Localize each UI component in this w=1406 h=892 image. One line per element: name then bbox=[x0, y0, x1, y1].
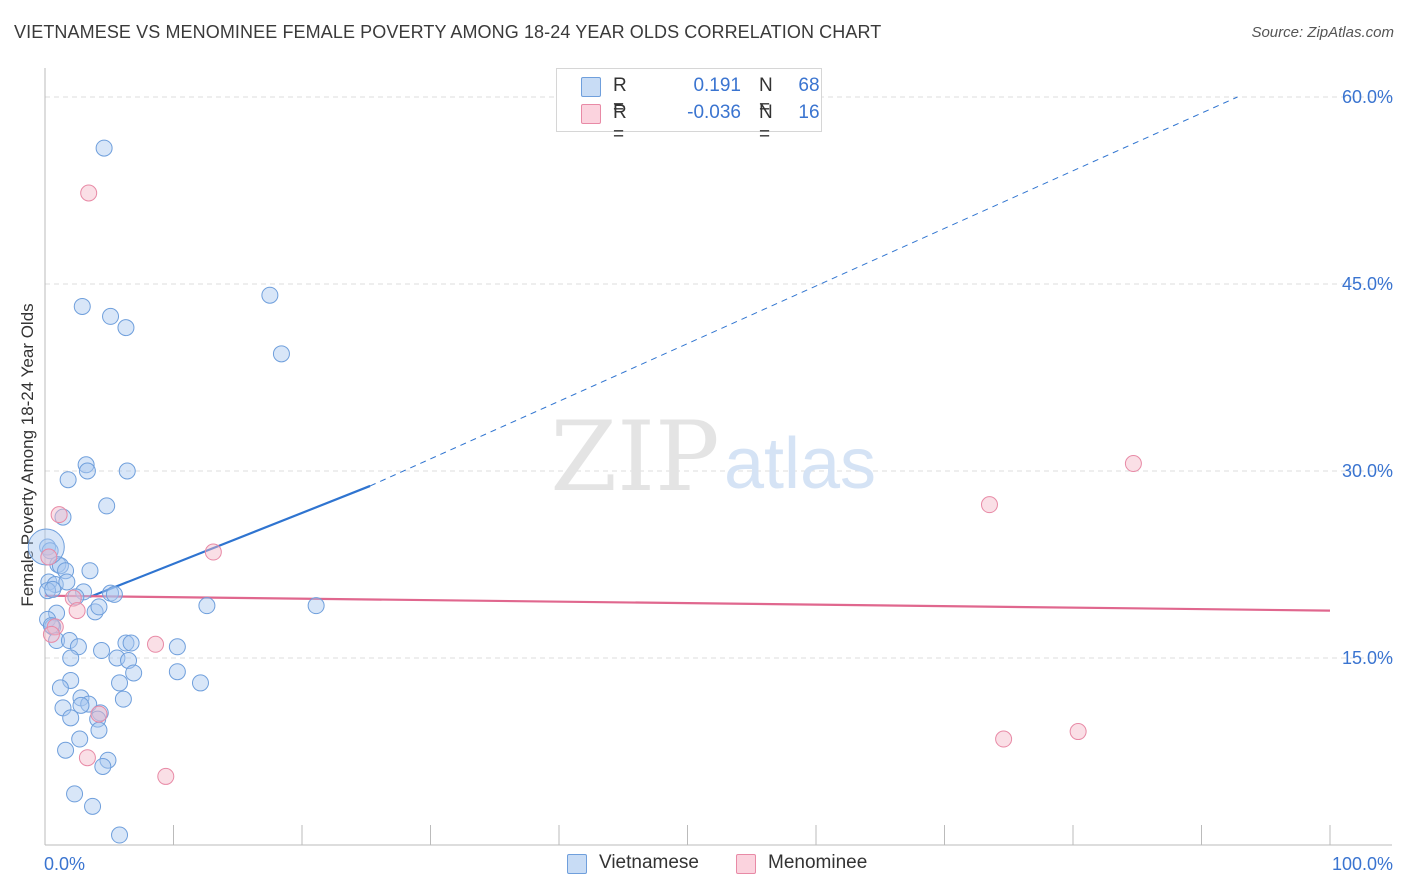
point-vietnamese bbox=[73, 297, 91, 315]
point-vietnamese bbox=[125, 664, 143, 682]
x-tick-label: 100.0% bbox=[1332, 854, 1393, 874]
point-menominee bbox=[42, 625, 60, 643]
point-vietnamese bbox=[105, 585, 123, 603]
point-vietnamese bbox=[59, 471, 77, 489]
point-vietnamese bbox=[307, 597, 325, 615]
axes bbox=[44, 68, 1392, 846]
point-vietnamese bbox=[84, 797, 102, 815]
point-menominee bbox=[50, 506, 68, 524]
correlation-legend: R = 0.191 N = 68 R = -0.036 N = 16 bbox=[556, 68, 822, 145]
point-menominee bbox=[1069, 723, 1087, 741]
bottom-legend-swatch-menominee bbox=[736, 854, 756, 874]
grid-lines bbox=[45, 96, 1392, 659]
point-vietnamese bbox=[81, 562, 99, 580]
point-vietnamese bbox=[90, 598, 108, 616]
point-vietnamese bbox=[272, 345, 290, 363]
point-vietnamese bbox=[44, 580, 62, 598]
point-menominee bbox=[204, 543, 222, 561]
point-vietnamese bbox=[198, 597, 216, 615]
point-menominee bbox=[980, 496, 998, 514]
watermark: ZIP atlas bbox=[550, 401, 876, 513]
legend-swatch-menominee bbox=[581, 104, 601, 124]
legend-swatch-vietnamese bbox=[581, 77, 601, 97]
point-vietnamese bbox=[120, 651, 138, 669]
legend-r-value: 0.191 bbox=[693, 75, 741, 96]
point-vietnamese bbox=[90, 721, 108, 739]
point-vietnamese bbox=[58, 573, 76, 591]
data-points bbox=[27, 139, 1142, 844]
bottom-legend-label-menominee: Menominee bbox=[768, 852, 868, 873]
y-tick-label: 15.0% bbox=[1342, 648, 1393, 668]
legend-n-label: N = bbox=[759, 75, 773, 118]
point-menominee bbox=[40, 548, 58, 566]
point-vietnamese bbox=[261, 286, 279, 304]
point-vietnamese bbox=[60, 632, 78, 650]
point-vietnamese bbox=[72, 696, 90, 714]
legend-r-label: R = bbox=[613, 102, 627, 145]
point-vietnamese bbox=[62, 649, 80, 667]
point-vietnamese bbox=[98, 497, 116, 515]
point-menominee bbox=[995, 730, 1013, 748]
point-vietnamese bbox=[118, 462, 136, 480]
y-tick-label: 45.0% bbox=[1342, 274, 1393, 294]
legend-r-label: R = bbox=[613, 75, 627, 118]
point-vietnamese bbox=[71, 730, 89, 748]
watermark-atlas: atlas bbox=[724, 424, 876, 504]
point-vietnamese bbox=[48, 604, 66, 622]
watermark-zip: ZIP bbox=[550, 401, 719, 513]
point-menominee bbox=[80, 184, 98, 202]
x-tick-label: 0.0% bbox=[44, 854, 85, 874]
point-vietnamese bbox=[102, 307, 120, 325]
point-menominee bbox=[157, 767, 175, 785]
tick-labels: 15.0% 30.0% 45.0% 60.0% 0.0% 100.0% bbox=[44, 87, 1393, 874]
point-vietnamese bbox=[95, 139, 113, 157]
point-vietnamese bbox=[41, 542, 59, 560]
legend-n-value: 16 bbox=[798, 102, 820, 123]
point-vietnamese bbox=[111, 826, 129, 844]
trend-line-menominee bbox=[44, 594, 1331, 612]
point-vietnamese bbox=[168, 663, 186, 681]
point-vietnamese bbox=[191, 674, 209, 692]
point-vietnamese bbox=[57, 741, 75, 759]
point-vietnamese bbox=[77, 456, 95, 474]
trend-line-vietnamese-extension bbox=[369, 96, 1238, 487]
point-vietnamese bbox=[122, 634, 140, 652]
point-vietnamese bbox=[117, 319, 135, 337]
point-vietnamese bbox=[78, 462, 96, 480]
point-vietnamese bbox=[62, 709, 80, 727]
point-vietnamese bbox=[117, 634, 135, 652]
point-menominee bbox=[147, 635, 165, 653]
point-menominee bbox=[1124, 455, 1142, 473]
trend-lines bbox=[44, 96, 1331, 612]
point-vietnamese bbox=[114, 690, 132, 708]
point-vietnamese bbox=[51, 679, 69, 697]
legend-r-value: -0.036 bbox=[687, 102, 741, 123]
point-vietnamese bbox=[93, 642, 111, 660]
source-label: Source: ZipAtlas.com bbox=[1251, 24, 1394, 41]
point-vietnamese bbox=[66, 785, 84, 803]
trend-line-vietnamese bbox=[89, 484, 371, 598]
bottom-legend-label-vietnamese: Vietnamese bbox=[599, 852, 699, 873]
point-menominee bbox=[90, 705, 108, 723]
legend-n-label: N = bbox=[759, 102, 773, 145]
point-vietnamese bbox=[111, 674, 129, 692]
legend-n-value: 68 bbox=[798, 75, 820, 96]
y-tick-label: 30.0% bbox=[1342, 461, 1393, 481]
point-menominee bbox=[78, 749, 96, 767]
point-menominee bbox=[68, 602, 86, 620]
y-tick-label: 60.0% bbox=[1342, 87, 1393, 107]
point-vietnamese bbox=[168, 638, 186, 656]
chart-title: VIETNAMESE VS MENOMINEE FEMALE POVERTY A… bbox=[14, 22, 882, 42]
point-vietnamese bbox=[94, 757, 112, 775]
bottom-legend-swatch-vietnamese bbox=[567, 854, 587, 874]
